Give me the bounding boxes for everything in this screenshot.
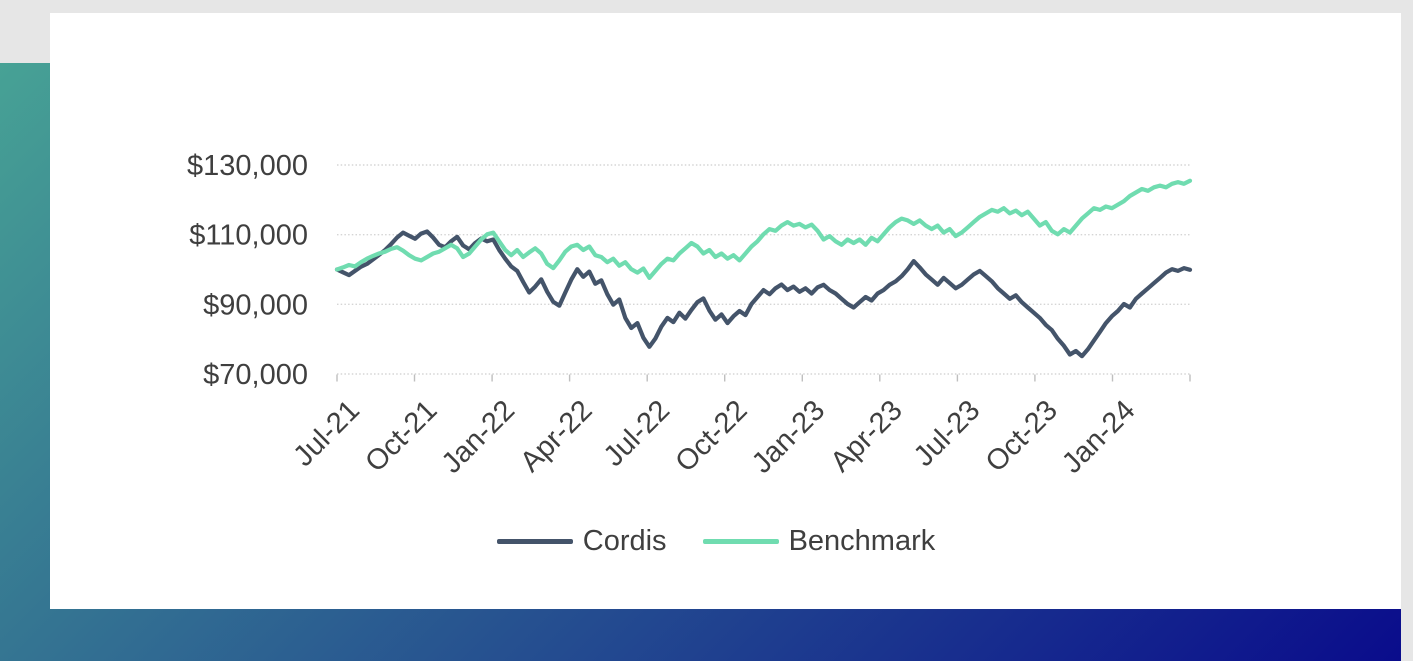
cordis-line-swatch	[496, 539, 573, 544]
x-axis-label: Jul-23	[908, 394, 986, 472]
chart-legend: Cordis Benchmark	[50, 527, 1382, 556]
benchmark-line-swatch	[702, 539, 779, 544]
cordis-line	[334, 229, 1193, 359]
y-axis-label: $70,000	[203, 359, 308, 391]
x-axis-label: Oct-22	[669, 394, 753, 478]
benchmark-line	[334, 178, 1193, 280]
y-axis-label: $90,000	[203, 289, 308, 321]
legend-item-benchmark: Benchmark	[702, 525, 936, 557]
legend-label-benchmark: Benchmark	[788, 525, 936, 557]
legend-label-cordis: Cordis	[582, 525, 667, 557]
performance-line-chart: $130,000 $110,000 $90,000 $70,000 Jul-21…	[187, 150, 1193, 480]
x-axis-label: Jul-21	[287, 394, 365, 472]
x-axis-label: Jan-23	[746, 394, 831, 479]
chart-panel: $130,000 $110,000 $90,000 $70,000 Jul-21…	[50, 13, 1401, 609]
x-axis-label: Jul-22	[598, 394, 676, 472]
x-axis-label: Apr-22	[514, 394, 598, 478]
y-axis-labels: $130,000 $110,000 $90,000 $70,000	[187, 150, 308, 391]
x-axis-label: Jan-24	[1056, 394, 1141, 479]
x-axis-labels: Jul-21 Oct-21 Jan-22 Apr-22 Jul-22 Oct-2…	[287, 394, 1141, 479]
y-axis-label: $130,000	[187, 150, 308, 182]
y-axis-label: $110,000	[189, 220, 308, 252]
x-axis-label: Oct-21	[359, 394, 443, 478]
x-axis-label: Apr-23	[825, 394, 909, 478]
legend-item-cordis: Cordis	[496, 525, 667, 557]
x-axis-label: Oct-23	[980, 394, 1064, 478]
x-axis-ticks	[336, 374, 1191, 382]
x-axis-label: Jan-22	[436, 394, 521, 479]
